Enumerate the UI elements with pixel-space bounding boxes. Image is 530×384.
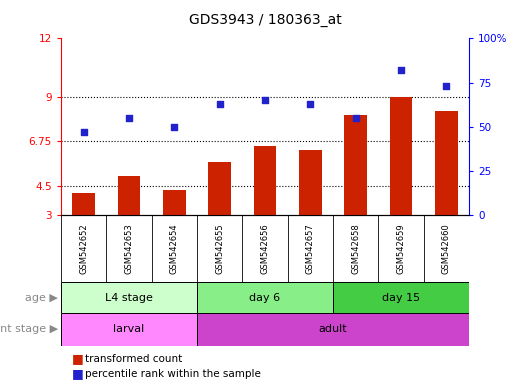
Point [351,115,360,121]
Text: development stage ▶: development stage ▶ [0,324,58,334]
Point [170,124,179,130]
Text: age ▶: age ▶ [25,293,58,303]
Text: GSM542656: GSM542656 [261,223,269,274]
Text: GSM542660: GSM542660 [442,223,451,274]
Bar [299,150,322,215]
Point [397,67,405,73]
Text: transformed count: transformed count [85,354,182,364]
Point [215,101,224,107]
Bar [333,282,469,313]
Bar [163,190,186,215]
Bar [72,194,95,215]
Point [306,101,315,107]
Text: GSM542657: GSM542657 [306,223,315,274]
Text: ■: ■ [72,367,83,381]
Text: GSM542653: GSM542653 [125,223,134,274]
Text: GSM542652: GSM542652 [79,223,88,274]
Bar [208,162,231,215]
Bar [197,313,469,346]
Point [261,97,269,103]
Text: GSM542658: GSM542658 [351,223,360,274]
Bar [344,115,367,215]
Point [125,115,133,121]
Bar [61,282,197,313]
Text: GSM542655: GSM542655 [215,223,224,274]
Bar [61,313,197,346]
Text: L4 stage: L4 stage [105,293,153,303]
Text: adult: adult [319,324,347,334]
Bar [254,146,276,215]
Text: day 15: day 15 [382,293,420,303]
Bar [435,111,458,215]
Bar [118,176,140,215]
Text: larval: larval [113,324,145,334]
Text: GDS3943 / 180363_at: GDS3943 / 180363_at [189,13,341,27]
Text: percentile rank within the sample: percentile rank within the sample [85,369,261,379]
Text: GSM542654: GSM542654 [170,223,179,274]
Bar [390,97,412,215]
Point [80,129,88,135]
Text: ■: ■ [72,352,83,365]
Text: GSM542659: GSM542659 [396,223,405,274]
Point [442,83,450,89]
Text: day 6: day 6 [250,293,280,303]
Bar [197,282,333,313]
